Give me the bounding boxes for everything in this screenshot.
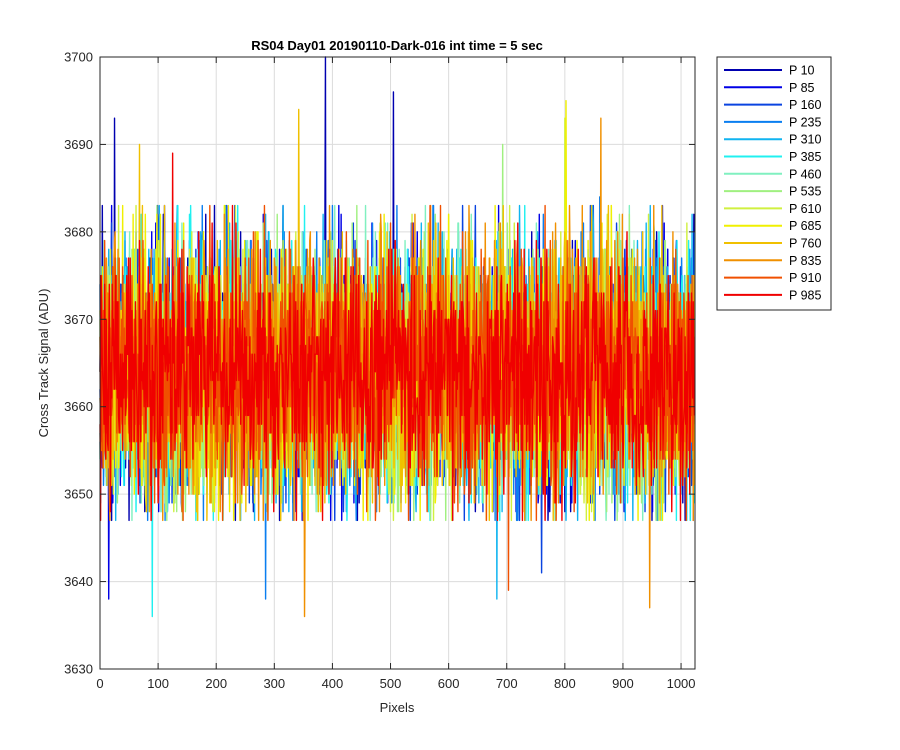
legend-label-5: P 385: [789, 150, 821, 164]
x-tick-label-0: 0: [96, 676, 103, 691]
axes-box: [99, 56, 696, 670]
x-tick-label-9: 900: [612, 676, 634, 691]
x-tick-label-1: 100: [147, 676, 169, 691]
legend-box: [716, 56, 832, 311]
y-tick-label-1: 3640: [64, 574, 93, 589]
series-line-p985: [99, 152, 696, 522]
x-tick-label-7: 700: [496, 676, 518, 691]
x-tick-label-10: 1000: [667, 676, 696, 691]
legend-label-1: P 85: [789, 81, 815, 95]
y-tick-label-7: 3700: [64, 50, 93, 65]
series-layer: [99, 56, 696, 618]
y-tick-label-2: 3650: [64, 487, 93, 502]
x-tick-label-6: 600: [438, 676, 460, 691]
legend-label-9: P 685: [789, 219, 821, 233]
y-tick-label-5: 3680: [64, 224, 93, 239]
x-tick-label-2: 200: [205, 676, 227, 691]
x-axis-label: Pixels: [380, 700, 415, 715]
legend-label-7: P 535: [789, 185, 821, 199]
legend-label-0: P 10: [789, 64, 815, 78]
chart-title: RS04 Day01 20190110-Dark-016 int time = …: [251, 38, 543, 53]
legend-label-8: P 610: [789, 202, 821, 216]
y-axis: 3630 3640 3650 3660 3670 3680 3690 3700: [64, 50, 695, 677]
y-tick-label-6: 3690: [64, 137, 93, 152]
legend-label-10: P 760: [789, 237, 821, 251]
x-tick-label-4: 400: [322, 676, 344, 691]
y-axis-label: Cross Track Signal (ADU): [36, 289, 51, 438]
legend-label-6: P 460: [789, 167, 821, 181]
legend-label-13: P 985: [789, 288, 821, 302]
y-tick-label-0: 3630: [64, 662, 93, 677]
legend-label-12: P 910: [789, 271, 821, 285]
legend-label-11: P 835: [789, 254, 821, 268]
x-tick-label-8: 800: [554, 676, 576, 691]
legend-label-3: P 235: [789, 115, 821, 129]
legend-label-4: P 310: [789, 133, 821, 147]
y-tick-label-4: 3670: [64, 312, 93, 327]
legend: P 10 P 85 P 160 P 235 P 310 P 385 P 460 P 535 P …: [716, 56, 832, 311]
x-axis: 0 100 200 300 400 500 600 700 800 900 1000: [96, 57, 696, 691]
x-tick-label-5: 500: [380, 676, 402, 691]
x-tick-label-3: 300: [263, 676, 285, 691]
y-tick-label-3: 3660: [64, 399, 93, 414]
legend-label-2: P 160: [789, 98, 821, 112]
